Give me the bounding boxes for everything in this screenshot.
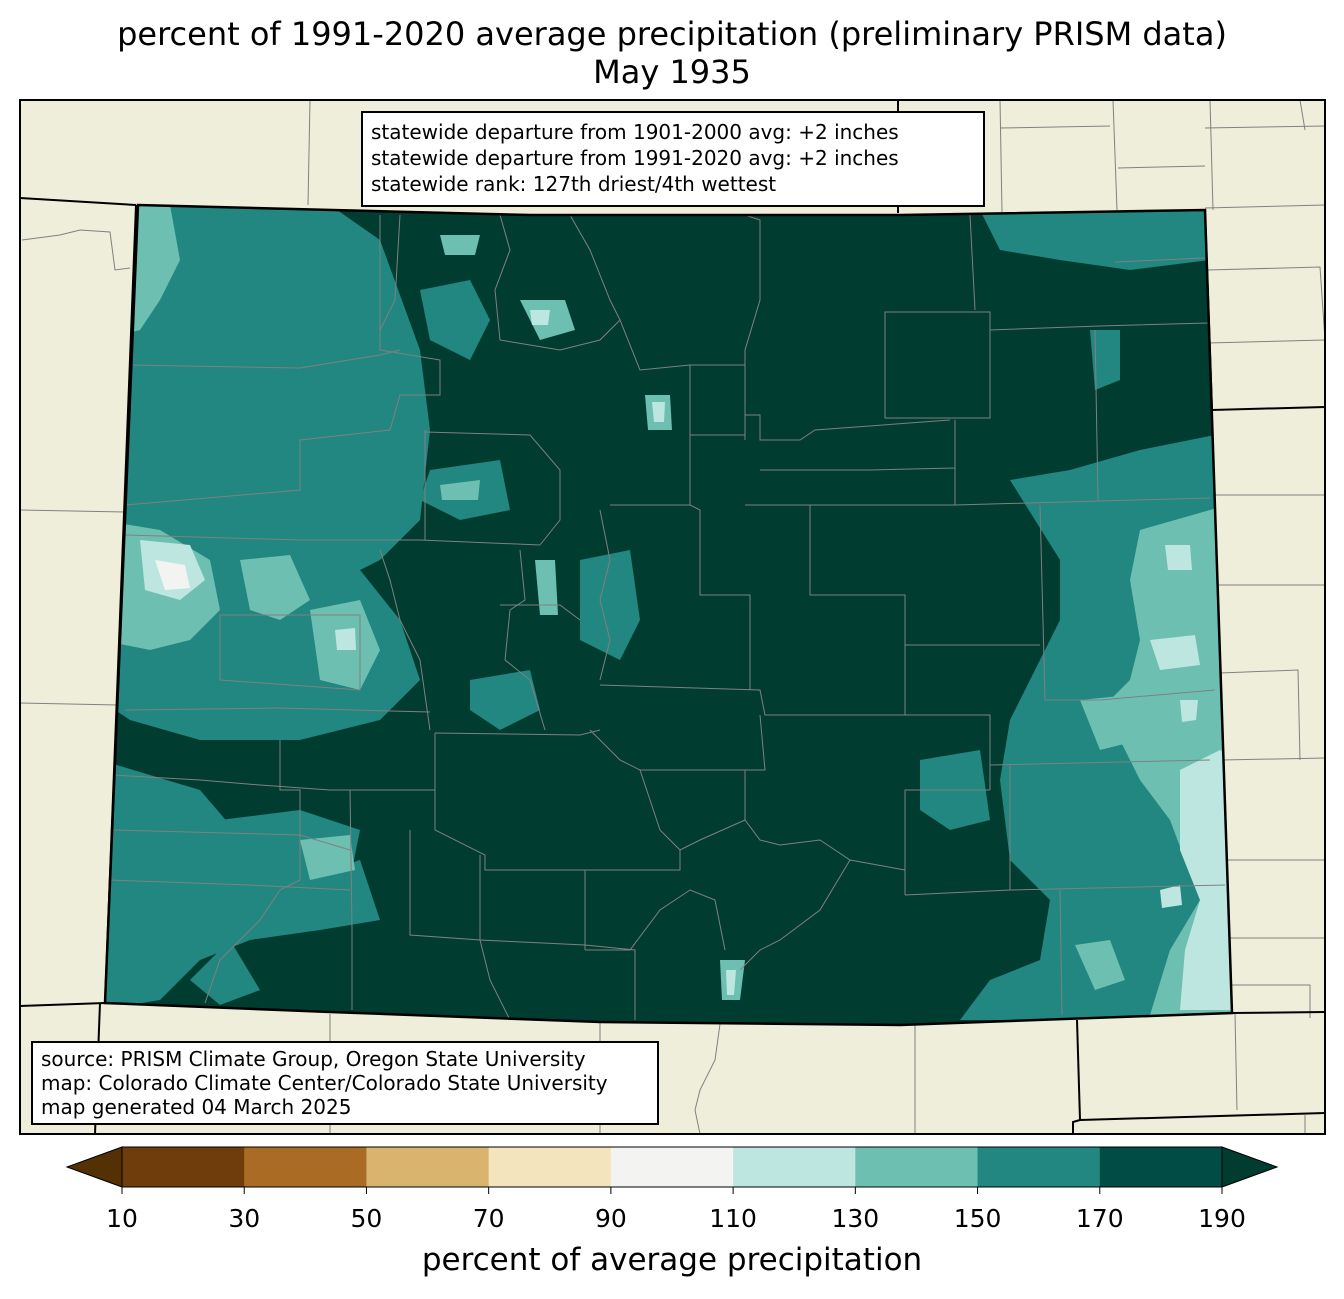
- stats-line-3: statewide rank: 127th driest/4th wettest: [371, 172, 777, 196]
- map-frame: [19, 99, 1326, 1135]
- colorbar-bin-10-30: [122, 1147, 245, 1187]
- source-box: source: PRISM Climate Group, Oregon Stat…: [31, 1041, 659, 1125]
- source-line-2: map: Colorado Climate Center/Colorado St…: [41, 1071, 608, 1095]
- colorbar-tick-label-110: 110: [709, 1204, 757, 1233]
- colorbar-bin-30-50: [244, 1147, 367, 1187]
- colorbar-bin-170-190: [1099, 1147, 1223, 1187]
- stats-line-1: statewide departure from 1901-2000 avg: …: [371, 120, 899, 144]
- map-subtitle: May 1935: [593, 53, 751, 91]
- colorbar-label: percent of average precipitation: [421, 1242, 923, 1278]
- colorbar-bin-150-170: [977, 1147, 1101, 1187]
- colorbar-outline: [121, 1146, 1223, 1188]
- colorbar-over-arrow: [1221, 1146, 1279, 1188]
- county-lines: [107, 214, 1226, 1021]
- colorbar-bin-90-110: [610, 1147, 734, 1187]
- colorbar-tick-label-130: 130: [831, 1204, 880, 1233]
- colorbar-bin-110-130: [733, 1147, 856, 1187]
- colorbar-bin-70-90: [488, 1147, 612, 1187]
- colorbar-tick-label-90: 90: [594, 1204, 627, 1233]
- source-line-1: source: PRISM Climate Group, Oregon Stat…: [41, 1047, 586, 1071]
- colorbar-tick-label-30: 30: [228, 1204, 261, 1233]
- colorbar-tick-label-50: 50: [350, 1204, 383, 1233]
- colorbar: [65, 1146, 1279, 1194]
- colorado-border: [103, 203, 1234, 1027]
- colorbar-under-arrow: [65, 1146, 123, 1188]
- colorbar-tick-label-150: 150: [953, 1204, 1002, 1233]
- colorbar-tick-label-70: 70: [472, 1204, 505, 1233]
- stats-box: statewide departure from 1901-2000 avg: …: [361, 111, 985, 207]
- source-line-3: map generated 04 March 2025: [41, 1095, 352, 1119]
- map-title: percent of 1991-2020 average precipitati…: [117, 15, 1227, 53]
- stats-line-2: statewide departure from 1991-2020 avg: …: [371, 146, 899, 170]
- colorbar-bin-130-150: [855, 1147, 979, 1187]
- colorbar-bin-50-70: [366, 1147, 490, 1187]
- colorbar-tick-label-10: 10: [106, 1204, 138, 1233]
- colorbar-tick-label-170: 170: [1075, 1204, 1124, 1233]
- colorbar-tick-label-190: 190: [1198, 1204, 1246, 1233]
